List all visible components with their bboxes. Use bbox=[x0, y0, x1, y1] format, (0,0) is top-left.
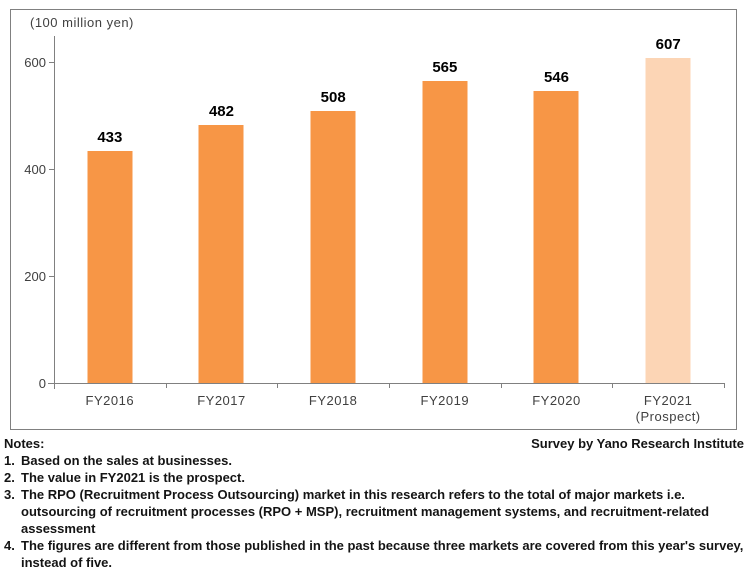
x-axis-tick bbox=[500, 383, 502, 388]
bar bbox=[87, 151, 133, 383]
bar-value-label: 433 bbox=[97, 129, 123, 147]
y-axis-tick bbox=[49, 276, 54, 277]
note-item: 1. Based on the sales at businesses. bbox=[4, 452, 744, 469]
bar-group: 482 bbox=[166, 62, 278, 383]
notes-heading: Notes: bbox=[4, 436, 45, 451]
bar-value-label: 546 bbox=[543, 68, 569, 86]
x-axis-tick bbox=[389, 383, 390, 388]
note-text: The value in FY2021 is the prospect. bbox=[21, 470, 245, 485]
x-axis-category-label: FY2020 bbox=[532, 393, 581, 408]
x-axis-category-label: FY2017 bbox=[197, 393, 246, 408]
bar bbox=[198, 125, 244, 383]
bar-value-label: 482 bbox=[208, 103, 234, 121]
bar bbox=[645, 58, 691, 383]
note-text: The RPO (Recruitment Process Outsourcing… bbox=[21, 487, 710, 536]
y-axis-tick-label: 0 bbox=[38, 376, 46, 391]
note-text: Based on the sales at businesses. bbox=[21, 453, 232, 468]
y-axis-tick-label: 600 bbox=[24, 55, 46, 70]
y-axis-tick-label: 400 bbox=[24, 162, 46, 177]
note-number: 3. bbox=[4, 487, 15, 502]
notes-header: Notes: Survey by Yano Research Institute bbox=[4, 435, 744, 452]
note-number: 2. bbox=[4, 470, 15, 485]
note-number: 4. bbox=[4, 538, 15, 553]
y-axis-tick bbox=[49, 383, 54, 384]
note-number: 1. bbox=[4, 453, 15, 468]
x-axis-tick bbox=[277, 383, 279, 388]
y-axis-tick bbox=[49, 169, 54, 170]
bar-group: 565 bbox=[389, 58, 501, 383]
x-axis-category-label: FY2021 (Prospect) bbox=[635, 393, 701, 424]
note-item: 3. The RPO (Recruitment Process Outsourc… bbox=[4, 486, 744, 537]
bar bbox=[422, 80, 468, 383]
x-axis-tick bbox=[165, 383, 167, 388]
x-axis-tick bbox=[612, 383, 614, 388]
source-label: Survey by Yano Research Institute bbox=[531, 436, 744, 451]
bar bbox=[310, 111, 356, 383]
bar-group: 546 bbox=[501, 62, 613, 383]
x-axis-tick bbox=[724, 383, 725, 388]
x-axis-category-label: FY2019 bbox=[420, 393, 470, 408]
chart-box: (100 million yen) 433 482 508 565 546 607 0 20… bbox=[10, 9, 737, 430]
note-text: The figures are different from those pub… bbox=[21, 538, 744, 570]
bar-group: 607 bbox=[612, 36, 724, 383]
y-axis-unit-label: (100 million yen) bbox=[30, 15, 134, 30]
bar-group: 433 bbox=[54, 62, 166, 383]
x-axis-line bbox=[48, 383, 725, 384]
notes-section: Notes: Survey by Yano Research Institute… bbox=[4, 435, 744, 571]
bar-value-label: 565 bbox=[432, 58, 458, 76]
x-axis-category-label: FY2018 bbox=[308, 393, 358, 408]
y-axis-tick-label: 200 bbox=[24, 269, 46, 284]
note-item: 2. The value in FY2021 is the prospect. bbox=[4, 469, 744, 486]
bar-group: 508 bbox=[277, 62, 389, 383]
bar-value-label: 607 bbox=[655, 36, 681, 54]
bar-value-label: 508 bbox=[320, 89, 346, 107]
x-axis-category-label: FY2016 bbox=[85, 393, 135, 408]
bar bbox=[533, 90, 579, 383]
plot-area: 433 482 508 565 546 607 bbox=[54, 36, 724, 383]
y-axis-line bbox=[54, 36, 55, 389]
x-axis-tick bbox=[54, 383, 55, 388]
note-item: 4. The figures are different from those … bbox=[4, 537, 744, 571]
y-axis-tick bbox=[49, 62, 54, 63]
